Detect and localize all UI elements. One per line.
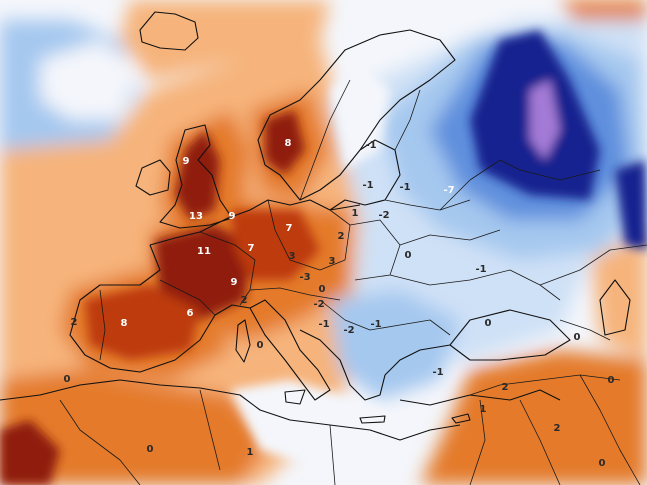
caspian-coast [599,279,631,336]
value-label: 6 [187,308,194,319]
value-label: 0 [319,284,326,295]
border-russia-south [539,244,647,286]
value-label: 9 [229,211,236,222]
country-borders [59,79,647,485]
russia-purple-core [530,80,560,160]
iberia-red-core [85,285,200,360]
value-label: 1 [352,208,359,219]
value-label: -2 [343,325,354,336]
value-label: 0 [405,250,412,261]
value-label: 2 [554,423,561,434]
ireland-coast [135,159,171,196]
value-label: 0 [485,318,492,329]
value-label: 2 [502,382,509,393]
value-label: -2 [378,210,389,221]
border-baltics [384,199,471,211]
value-label: 3 [289,251,296,262]
value-label: 9 [183,156,190,167]
border-balkans [319,299,451,336]
value-label: -1 [399,182,410,193]
border-africa-2 [199,389,221,471]
value-label: 11 [197,246,211,257]
border-turkey [469,374,621,396]
value-label: 8 [121,318,128,329]
border-belarus [399,229,501,246]
border-africa-3 [329,424,336,485]
cyprus-coast [451,413,471,424]
value-label: 1 [247,447,254,458]
russia-navy-core-2 [615,160,647,250]
border-africa-1 [59,399,141,485]
value-label: 0 [608,375,615,386]
border-alps [249,287,341,301]
italy-coast [249,299,331,401]
value-label: -1 [318,319,329,330]
border-finland [394,89,421,151]
france-dark-red-core [155,225,250,320]
warm-east-orange-region [420,350,647,485]
value-label: 2 [71,317,78,328]
mainland-north-coast [149,199,361,246]
value-label: 0 [64,374,71,385]
border-iran [579,374,641,485]
value-label: 0 [147,444,154,455]
value-label: -1 [370,319,381,330]
anomaly-core-field [0,30,647,485]
iceland-coast [139,11,199,51]
scandinavia-white-region [330,60,390,170]
baltic-coast [329,139,401,211]
border-sweden-norway [299,79,351,201]
sicily-coast [284,389,306,405]
value-label: 0 [574,332,581,343]
value-label: -1 [475,264,486,275]
border-iberia [99,289,106,361]
value-label: 2 [241,295,248,306]
value-label: -1 [432,367,443,378]
value-label: 8 [285,138,292,149]
value-label: 7 [248,243,255,254]
border-spain-france [159,279,216,316]
africa-red-core [0,420,60,485]
border-france [199,231,256,306]
value-label: 13 [189,211,203,222]
value-label: -1 [362,180,373,191]
value-label: -3 [299,272,310,283]
value-label: 9 [231,277,238,288]
warm-north-atlantic-region [120,0,330,80]
mediterranean-white-region [230,380,420,470]
value-label: 1 [480,404,487,415]
north-africa-coast [0,379,461,441]
border-russia [439,159,601,211]
crete-coast [359,415,386,424]
border-caucasus [559,319,611,341]
corsica-sardinia-coast [235,319,251,363]
value-label: -1 [365,140,376,151]
value-label: 3 [329,256,336,267]
value-label: 7 [286,223,293,234]
value-label: 0 [257,340,264,351]
black-sea-coast [449,309,571,361]
norway-dark-red-core [265,110,305,175]
border-middle-east [469,399,486,485]
iberia-coast [69,244,251,373]
cold-balkans-blue-region [330,290,460,400]
uk-dark-red-core [175,130,220,220]
border-ukraine [389,269,561,301]
value-label: -2 [313,299,324,310]
border-middle-east-2 [519,399,561,485]
value-label: -7 [443,185,454,196]
value-label: 2 [338,231,345,242]
balkans-coast [299,329,451,401]
atlantic-white-region [40,40,140,120]
value-label: 0 [599,458,606,469]
anatolia-coast [399,389,561,406]
